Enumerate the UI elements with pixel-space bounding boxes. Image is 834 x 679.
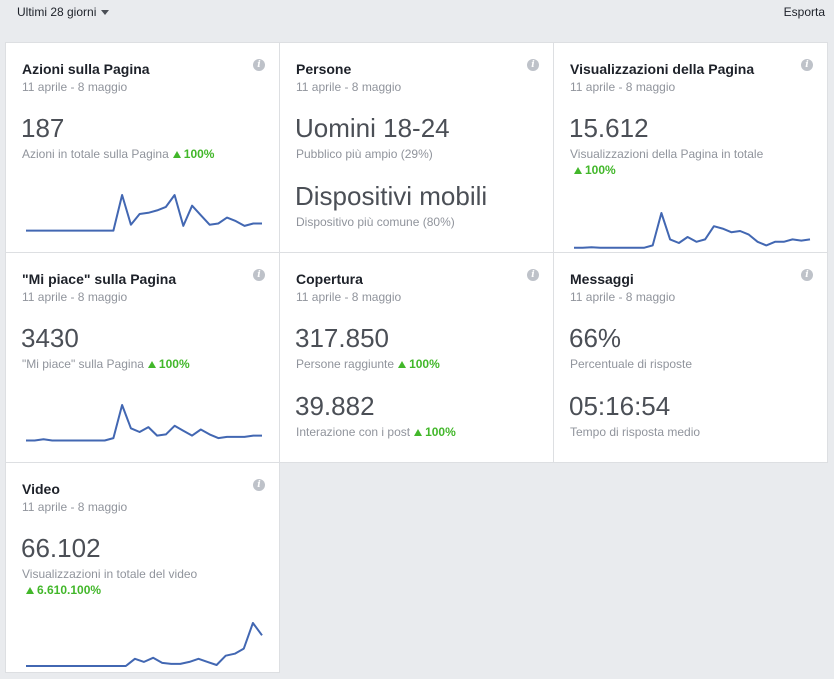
engagement-value: 39.882 bbox=[295, 391, 375, 421]
metric-label-text: Azioni in totale sulla Pagina bbox=[22, 147, 169, 161]
reach-value: 317.850 bbox=[295, 323, 389, 353]
response-rate-value: 66% bbox=[569, 323, 622, 353]
metric-value: 3430 bbox=[21, 323, 79, 353]
up-arrow-icon bbox=[414, 429, 423, 436]
top-audience-label: Pubblico più ampio (29%) bbox=[296, 147, 433, 161]
metric-value: 187 bbox=[21, 113, 65, 143]
metric-label: Visualizzazioni della Pagina in totale bbox=[570, 147, 764, 161]
reach-label-text: Persone raggiunte bbox=[296, 357, 395, 371]
card-title: "Mi piace" sulla Pagina bbox=[22, 271, 177, 287]
change-percent: 100% bbox=[409, 357, 440, 371]
info-icon[interactable]: i bbox=[527, 59, 539, 71]
metric-label-text: "Mi piace" sulla Pagina bbox=[22, 357, 144, 371]
card-messages[interactable]: Messaggi 11 aprile - 8 maggio i 66% Perc… bbox=[553, 252, 828, 463]
card-page-views[interactable]: Visualizzazioni della Pagina 11 aprile -… bbox=[553, 42, 828, 253]
up-arrow-icon bbox=[147, 361, 156, 368]
card-date-range: 11 aprile - 8 maggio bbox=[296, 80, 402, 94]
card-page-actions[interactable]: Azioni sulla Pagina 11 aprile - 8 maggio… bbox=[5, 42, 280, 253]
card-title: Persone bbox=[296, 61, 352, 77]
sparkline-line bbox=[26, 404, 262, 442]
up-arrow-icon bbox=[574, 167, 582, 174]
change-percent: 100% bbox=[183, 147, 215, 161]
card-date-range: 11 aprile - 8 maggio bbox=[22, 80, 128, 94]
top-audience-value: Uomini 18-24 bbox=[295, 113, 450, 143]
metric-label: Visualizzazioni in totale del video bbox=[22, 567, 198, 581]
metric-label: Azioni in totale sulla Pagina 100% bbox=[22, 147, 214, 161]
metric-label: "Mi piace" sulla Pagina 100% bbox=[22, 357, 190, 371]
card-date-range: 11 aprile - 8 maggio bbox=[570, 80, 676, 94]
card-date-range: 11 aprile - 8 maggio bbox=[22, 500, 128, 514]
card-title: Messaggi bbox=[570, 271, 634, 287]
reach-label: Persone raggiunte 100% bbox=[296, 357, 440, 371]
top-toolbar: Ultimi 28 giorni Esporta bbox=[0, 0, 834, 28]
card-page-likes[interactable]: "Mi piace" sulla Pagina 11 aprile - 8 ma… bbox=[5, 252, 280, 463]
change-percent: 100% bbox=[425, 425, 456, 439]
info-icon[interactable]: i bbox=[801, 269, 813, 281]
change-percent: 100% bbox=[585, 163, 616, 177]
card-reach[interactable]: Copertura 11 aprile - 8 maggio i 317.850… bbox=[279, 252, 554, 463]
response-time-value: 05:16:54 bbox=[569, 391, 671, 421]
caret-down-icon bbox=[101, 10, 110, 15]
sparkline-chart bbox=[574, 212, 811, 249]
card-video[interactable]: Video 11 aprile - 8 maggio i 66.102 Visu… bbox=[5, 462, 280, 673]
metric-change: 100% bbox=[570, 163, 616, 177]
up-arrow-icon bbox=[398, 361, 407, 368]
sparkline-chart bbox=[26, 404, 262, 442]
metric-value: 66.102 bbox=[21, 533, 101, 563]
sparkline-chart bbox=[26, 622, 263, 667]
card-title: Visualizzazioni della Pagina bbox=[570, 61, 755, 77]
up-arrow-icon bbox=[26, 587, 34, 594]
card-title: Video bbox=[22, 481, 60, 497]
top-device-value: Dispositivi mobili bbox=[295, 181, 488, 211]
card-date-range: 11 aprile - 8 maggio bbox=[296, 290, 402, 304]
sparkline-line bbox=[26, 194, 262, 232]
info-icon[interactable]: i bbox=[253, 269, 265, 281]
date-range-dropdown[interactable]: Ultimi 28 giorni bbox=[17, 5, 110, 19]
up-arrow-icon bbox=[172, 151, 181, 158]
sparkline-chart bbox=[26, 194, 262, 232]
sparkline-line bbox=[574, 212, 811, 249]
metric-value: 15.612 bbox=[569, 113, 649, 143]
response-time-label: Tempo di risposta medio bbox=[570, 425, 701, 439]
change-percent: 6.610.100% bbox=[37, 583, 102, 597]
engagement-label-text: Interazione con i post bbox=[296, 425, 411, 439]
card-people[interactable]: Persone 11 aprile - 8 maggio i Uomini 18… bbox=[279, 42, 554, 253]
card-title: Azioni sulla Pagina bbox=[22, 61, 150, 77]
sparkline-line bbox=[26, 622, 263, 667]
card-date-range: 11 aprile - 8 maggio bbox=[570, 290, 676, 304]
top-device-label: Dispositivo più comune (80%) bbox=[296, 215, 455, 229]
export-button[interactable]: Esporta bbox=[783, 5, 825, 19]
change-percent: 100% bbox=[158, 357, 190, 371]
date-range-label: Ultimi 28 giorni bbox=[17, 5, 97, 19]
info-icon[interactable]: i bbox=[527, 269, 539, 281]
response-rate-label: Percentuale di risposte bbox=[570, 357, 693, 371]
engagement-label: Interazione con i post 100% bbox=[296, 425, 456, 439]
card-date-range: 11 aprile - 8 maggio bbox=[22, 290, 128, 304]
info-icon[interactable]: i bbox=[801, 59, 813, 71]
card-title: Copertura bbox=[296, 271, 363, 287]
info-icon[interactable]: i bbox=[253, 59, 265, 71]
metric-change: 6.610.100% bbox=[22, 583, 101, 597]
info-icon[interactable]: i bbox=[253, 479, 265, 491]
